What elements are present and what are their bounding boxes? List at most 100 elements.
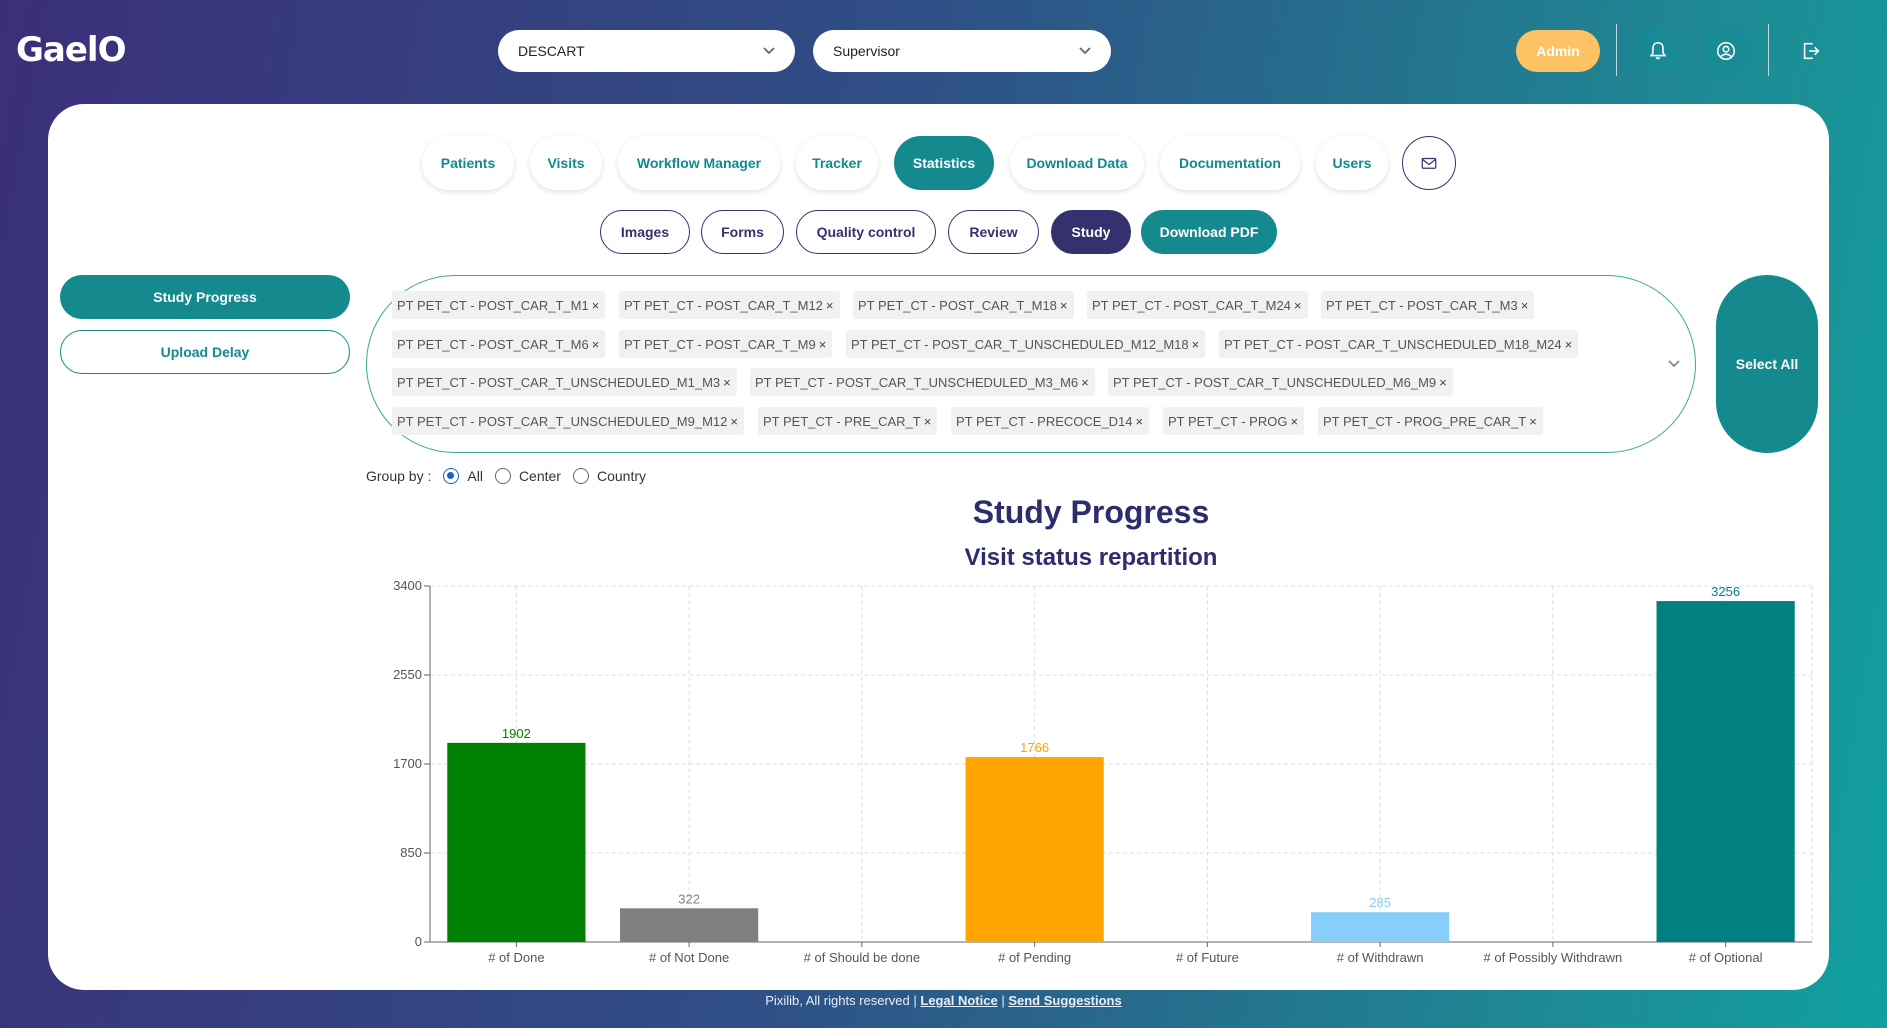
group-by-country-radio[interactable]: [572, 468, 589, 484]
filter-chip: PT PET_CT - POST_CAR_T_M12 ×: [619, 291, 840, 319]
filter-chip-label: PT PET_CT - POST_CAR_T_UNSCHEDULED_M6_M9: [1113, 374, 1437, 390]
chevron-down-icon: [763, 47, 775, 55]
close-icon[interactable]: ×: [818, 336, 827, 352]
y-tick-label: 0: [415, 934, 422, 949]
mail-button[interactable]: [1402, 136, 1456, 190]
subtab-forms[interactable]: Forms: [701, 210, 784, 254]
subtab-quality-control[interactable]: Quality control: [796, 210, 936, 254]
main-card: [48, 104, 1829, 990]
close-icon[interactable]: ×: [1135, 413, 1144, 429]
tab-visits[interactable]: Visits: [530, 136, 602, 190]
bar-chart: 0 850 1700 2550 3400 1902 # of Done 322 # of Not…: [393, 578, 1813, 965]
y-tick-label: 3400: [393, 578, 422, 593]
filter-chip-label: PT PET_CT - PROG_PRE_CAR_T: [1323, 413, 1527, 429]
group-by-country-label: Country: [596, 468, 646, 484]
footer-separator: |: [1001, 993, 1005, 1008]
tab-workflow-manager[interactable]: Workflow Manager: [618, 136, 780, 190]
chevron-down-icon[interactable]: [1666, 355, 1682, 371]
subtab-review[interactable]: Review: [948, 210, 1039, 254]
filter-chip-label: PT PET_CT - POST_CAR_T_UNSCHEDULED_M9_M1…: [397, 413, 728, 429]
y-tick-label: 850: [400, 845, 422, 860]
close-icon[interactable]: ×: [1293, 297, 1302, 313]
study-progress-button[interactable]: Study Progress: [60, 275, 350, 319]
bar: [965, 757, 1104, 942]
tab-users[interactable]: Users: [1316, 136, 1388, 190]
filter-chip: PT PET_CT - POST_CAR_T_UNSCHEDULED_M6_M9…: [1108, 368, 1453, 396]
group-by-all-label: All: [467, 468, 483, 484]
bar-value-label: 1902: [502, 726, 531, 741]
admin-button[interactable]: Admin: [1516, 30, 1600, 72]
close-icon[interactable]: ×: [1529, 413, 1537, 429]
filter-chip-label: PT PET_CT - POST_CAR_T_M24: [1092, 297, 1291, 313]
close-icon[interactable]: ×: [1290, 413, 1299, 429]
close-icon[interactable]: ×: [1081, 374, 1089, 390]
filter-chip: PT PET_CT - PROG ×: [1163, 407, 1305, 435]
close-icon[interactable]: ×: [723, 374, 731, 390]
x-tick-label: # of Withdrawn: [1337, 950, 1424, 965]
x-tick-label: # of Not Done: [649, 950, 729, 965]
bar-value-label: 322: [678, 891, 700, 906]
filter-chip: PT PET_CT - POST_CAR_T_UNSCHEDULED_M12_M…: [846, 330, 1206, 358]
filter-chip: PT PET_CT - PRECOCE_D14 ×: [951, 407, 1150, 435]
x-tick-label: # of Future: [1176, 950, 1239, 965]
tab-tracker[interactable]: Tracker: [796, 136, 878, 190]
subtab-study[interactable]: Study: [1051, 210, 1131, 254]
select-all-button[interactable]: Select All: [1716, 275, 1818, 453]
filter-chip-label: PT PET_CT - PRE_CAR_T: [763, 413, 921, 429]
download-pdf-button[interactable]: Download PDF: [1141, 210, 1277, 254]
bar: [620, 908, 759, 942]
filter-chip-label: PT PET_CT - POST_CAR_T_UNSCHEDULED_M18_M…: [1224, 336, 1562, 352]
footer: Pixilib, All rights reserved | Legal Not…: [0, 993, 1887, 1008]
tab-documentation[interactable]: Documentation: [1160, 136, 1300, 190]
bar-value-label: 285: [1369, 895, 1391, 910]
filter-chip: PT PET_CT - PROG_PRE_CAR_T ×: [1318, 407, 1543, 435]
group-by-all-radio[interactable]: [443, 468, 460, 484]
subtab-images[interactable]: Images: [600, 210, 690, 254]
filter-chip-label: PT PET_CT - POST_CAR_T_UNSCHEDULED_M3_M6: [755, 374, 1079, 390]
x-tick-label: # of Optional: [1689, 950, 1763, 965]
legal-notice-link[interactable]: Legal Notice: [920, 993, 998, 1008]
filter-chip-label: PT PET_CT - POST_CAR_T_M1: [397, 297, 589, 313]
x-tick-label: # of Pending: [998, 950, 1071, 965]
close-icon[interactable]: ×: [825, 297, 834, 313]
close-icon[interactable]: ×: [591, 297, 600, 313]
tab-download-data[interactable]: Download Data: [1010, 136, 1144, 190]
mail-icon: [1421, 157, 1437, 169]
filter-chip-label: PT PET_CT - POST_CAR_T_UNSCHEDULED_M12_M…: [851, 336, 1189, 352]
filter-chip: PT PET_CT - POST_CAR_T_M9 ×: [619, 330, 833, 358]
chevron-down-icon: [1079, 47, 1091, 55]
tab-statistics[interactable]: Statistics: [894, 136, 994, 190]
filter-chip: PT PET_CT - POST_CAR_T_M18 ×: [853, 291, 1074, 319]
close-icon[interactable]: ×: [730, 413, 738, 429]
filter-chip: PT PET_CT - POST_CAR_T_UNSCHEDULED_M3_M6…: [750, 368, 1095, 396]
study-select[interactable]: DESCART: [498, 30, 795, 72]
profile-button[interactable]: [1701, 26, 1751, 76]
close-icon[interactable]: ×: [1059, 297, 1068, 313]
close-icon[interactable]: ×: [1191, 336, 1200, 352]
bar-value-label: 1766: [1020, 740, 1049, 755]
logout-button[interactable]: [1786, 26, 1836, 76]
group-by-center-radio[interactable]: [494, 468, 511, 484]
filter-chip: PT PET_CT - POST_CAR_T_M24 ×: [1087, 291, 1308, 319]
filter-chip: PT PET_CT - POST_CAR_T_UNSCHEDULED_M1_M3…: [392, 368, 737, 396]
filter-chip-label: PT PET_CT - POST_CAR_T_UNSCHEDULED_M1_M3: [397, 374, 721, 390]
notifications-button[interactable]: [1633, 26, 1683, 76]
filter-chip-label: PT PET_CT - POST_CAR_T_M18: [858, 297, 1057, 313]
close-icon[interactable]: ×: [923, 413, 932, 429]
close-icon[interactable]: ×: [591, 336, 600, 352]
filter-chip: PT PET_CT - PRE_CAR_T ×: [758, 407, 938, 435]
send-suggestions-link[interactable]: Send Suggestions: [1008, 993, 1122, 1008]
close-icon[interactable]: ×: [1564, 336, 1573, 352]
role-select[interactable]: Supervisor: [813, 30, 1111, 72]
header-divider: [1616, 24, 1617, 76]
tab-patients[interactable]: Patients: [422, 136, 514, 190]
group-by-label: Group by :: [366, 468, 432, 484]
gaelo-logo[interactable]: GaelO: [16, 30, 126, 70]
x-tick-label: # of Done: [488, 950, 544, 965]
close-icon[interactable]: ×: [1439, 374, 1447, 390]
x-tick-label: # of Should be done: [804, 950, 920, 965]
bar-value-label: 3256: [1711, 584, 1740, 599]
close-icon[interactable]: ×: [1520, 297, 1529, 313]
chart-title: Study Progress: [972, 494, 1210, 530]
upload-delay-button[interactable]: Upload Delay: [60, 330, 350, 374]
